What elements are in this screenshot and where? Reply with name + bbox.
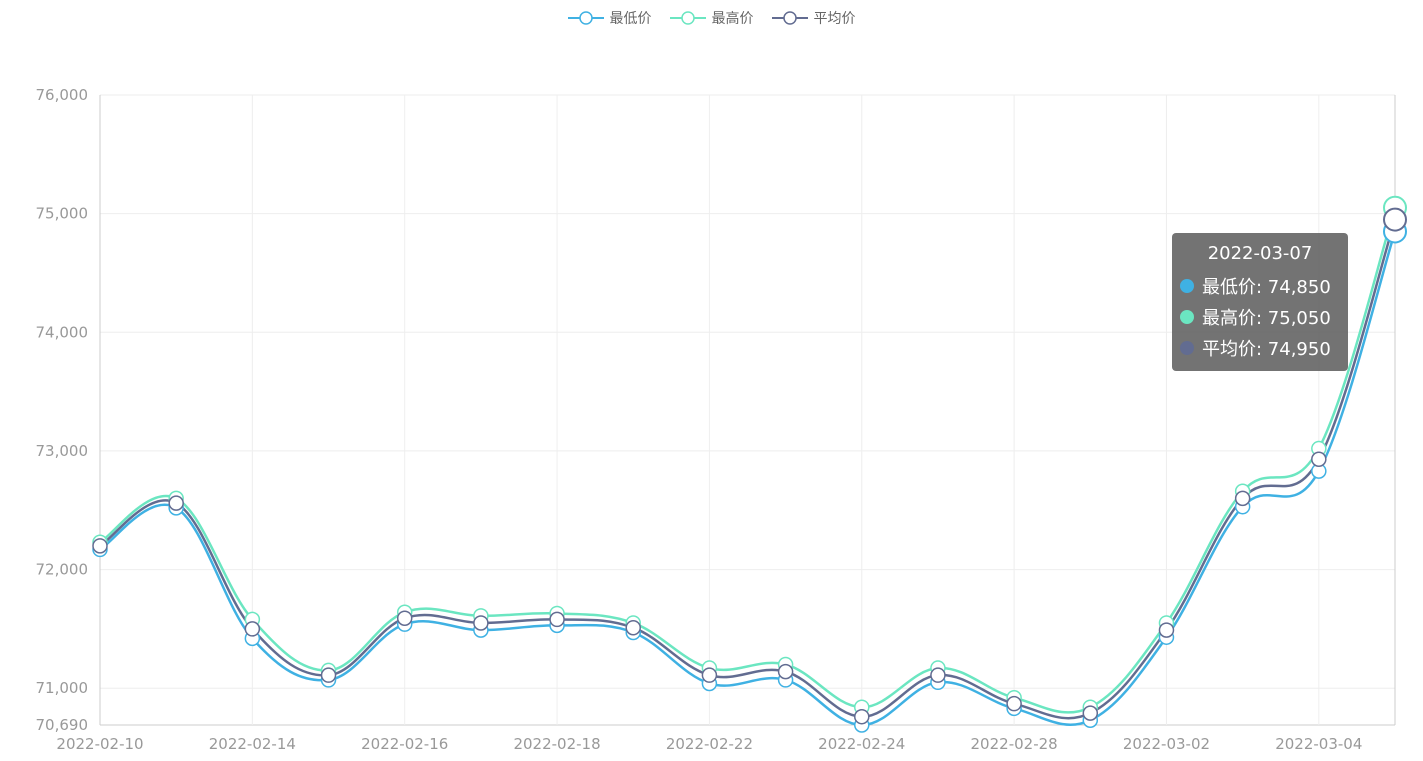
- series-point-2: [473, 615, 489, 631]
- series-point-2: [1082, 705, 1099, 721]
- y-tick-label: 75,000: [36, 205, 89, 223]
- legend-item-low[interactable]: 最低价: [567, 8, 652, 28]
- tooltip-high-text: 最高价: 75,050: [1202, 307, 1331, 329]
- legend: 最低价 最高价 平均价: [0, 8, 1423, 28]
- series-point-2: [777, 663, 794, 680]
- series-point-2: [701, 667, 718, 683]
- legend-high-icon: [669, 11, 706, 25]
- x-tick-label: 2022-02-14: [209, 735, 296, 753]
- series-point-2: [396, 610, 413, 626]
- legend-low-label: 最低价: [609, 11, 652, 27]
- tooltip: 2022-03-07 最低价: 74,850 最高价: 75,050 平均价: …: [1172, 233, 1348, 371]
- series-point-2: [1006, 695, 1022, 712]
- legend-item-avg[interactable]: 平均价: [771, 8, 856, 28]
- tooltip-high-dot: [1180, 309, 1194, 324]
- x-tick-label: 2022-02-24: [818, 735, 905, 753]
- x-tick-label: 2022-02-16: [361, 735, 448, 753]
- tooltip-avg-text: 平均价: 74,950: [1202, 338, 1331, 360]
- tooltip-row-high: 最高价: 75,050: [1180, 301, 1340, 332]
- series-point-2: [168, 495, 184, 511]
- tooltip-row-avg: 平均价: 74,950: [1180, 332, 1340, 363]
- tooltip-row-low: 最低价: 74,850: [1180, 270, 1340, 301]
- series-point-2: [1383, 207, 1407, 232]
- x-tick-label: 2022-02-10: [56, 735, 143, 753]
- legend-low-icon: [567, 11, 604, 25]
- legend-high-label: 最高价: [711, 11, 754, 27]
- y-tick-label: 73,000: [36, 442, 89, 460]
- series-point-2: [930, 667, 946, 683]
- series-point-2: [854, 708, 870, 725]
- series-point-2: [625, 619, 641, 636]
- legend-avg-label: 平均价: [813, 11, 856, 27]
- tooltip-low-dot: [1180, 278, 1194, 293]
- legend-item-high[interactable]: 最高价: [669, 8, 754, 28]
- legend-avg-icon: [771, 11, 808, 25]
- series-point-2: [1158, 622, 1175, 638]
- tooltip-title: 2022-03-07: [1207, 243, 1313, 264]
- series-point-2: [549, 611, 565, 628]
- series-point-2: [244, 621, 261, 637]
- series-point-2: [1234, 490, 1251, 507]
- x-tick-label: 2022-02-22: [666, 735, 753, 753]
- y-tick-label: 70,690: [36, 716, 89, 734]
- series-point-2: [92, 538, 108, 554]
- series-point-2: [320, 667, 337, 683]
- tooltip-low-text: 最低价: 74,850: [1202, 276, 1331, 298]
- tooltip-avg-dot: [1180, 340, 1194, 355]
- x-tick-label: 2022-02-28: [971, 735, 1058, 753]
- x-tick-label: 2022-02-18: [513, 735, 600, 753]
- x-tick-label: 2022-03-02: [1123, 735, 1210, 753]
- series-point-2: [1311, 451, 1327, 467]
- x-tick-label: 2022-03-04: [1275, 735, 1362, 753]
- y-tick-label: 72,000: [36, 561, 89, 579]
- y-tick-label: 74,000: [36, 323, 89, 341]
- y-tick-label: 71,000: [36, 679, 89, 697]
- y-tick-label: 76,000: [36, 86, 89, 104]
